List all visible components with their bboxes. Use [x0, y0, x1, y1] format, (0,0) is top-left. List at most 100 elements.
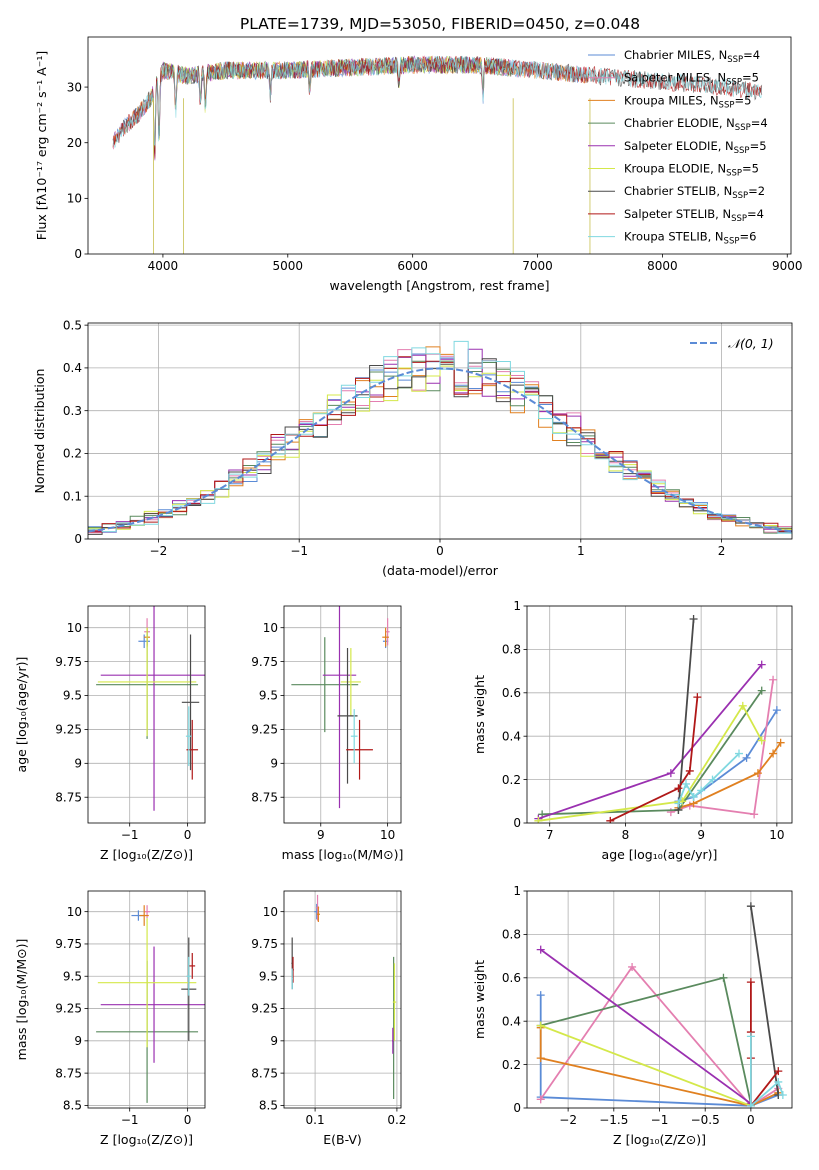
- legend-entry: Chabrier ELODIE, NSSP=4: [624, 116, 768, 133]
- weight-point-marker: [536, 1021, 545, 1030]
- weight-point-marker: [746, 902, 755, 911]
- y-axis-label: Normed distribution: [32, 369, 47, 494]
- y-tick-label: 8.75: [251, 790, 278, 804]
- y-tick-label: 9: [74, 757, 82, 771]
- weight-point-marker: [757, 660, 766, 669]
- plot-area: [284, 606, 401, 823]
- x-axis-label: E(B-V): [323, 1132, 362, 1147]
- weight-point-marker: [735, 749, 743, 758]
- weight-series-line: [539, 965, 779, 1107]
- legend-subscript: SSP: [734, 146, 750, 156]
- weight-point-marker: [693, 693, 702, 702]
- y-tick-label: 9.75: [55, 937, 82, 951]
- x-axis-label: Z [log₁₀(Z/Z⊙)]: [100, 1132, 193, 1147]
- legend-tail: =5: [734, 93, 751, 107]
- y-axis-label: mass weight: [472, 675, 487, 754]
- weight-point-marker: [666, 769, 675, 778]
- data-layer: [112, 55, 763, 254]
- x-tick-label: 1: [577, 544, 585, 558]
- legend-label: Chabrier STELIB, N: [624, 184, 732, 198]
- weight-point-marker: [708, 775, 717, 784]
- weight-point-marker: [746, 1032, 755, 1041]
- weight-point-marker: [774, 1067, 783, 1076]
- x-tick-label: −2: [150, 544, 168, 558]
- y-tick-label: 30: [67, 80, 82, 94]
- y-tick-label: 8.5: [63, 1099, 82, 1113]
- y-tick-label: 0.1: [63, 489, 82, 503]
- legend-tail: =2: [748, 184, 765, 198]
- weight-point-marker: [674, 799, 683, 808]
- weight-point-marker: [757, 686, 766, 695]
- y-tick-label: 8.75: [251, 1066, 278, 1080]
- weight-series-line: [539, 1027, 779, 1107]
- weight-point-marker: [536, 991, 545, 1000]
- legend-tail: =4: [751, 116, 768, 130]
- data-layer: [291, 606, 390, 809]
- x-axis-label: Z [log₁₀(Z/Z⊙)]: [613, 1132, 706, 1147]
- weight-point-marker: [697, 786, 706, 795]
- x-tick-label: −1: [121, 828, 139, 842]
- legend-label: Chabrier ELODIE, N: [624, 116, 735, 130]
- legend-label: Salpeter ELODIE, N: [624, 139, 734, 153]
- weight-point-marker: [769, 749, 778, 758]
- plot-area: [88, 37, 791, 254]
- x-tick-label: 7000: [522, 259, 553, 273]
- weight-point-marker: [769, 675, 778, 684]
- x-tick-label: 0: [184, 828, 192, 842]
- figure-title: PLATE=1739, MJD=53050, FIBERID=0450, z=0…: [240, 15, 640, 33]
- plot-area: [527, 606, 792, 823]
- legend-tail: =4: [743, 48, 760, 62]
- x-tick-label: 9: [317, 828, 325, 842]
- legend-subscript: SSP: [726, 78, 742, 88]
- legend-subscript: SSP: [735, 123, 751, 133]
- y-tick-label: 0: [513, 816, 521, 830]
- y-tick-label: 0.2: [502, 1058, 521, 1072]
- x-tick-label: −1: [121, 1113, 139, 1127]
- y-tick-label: 10: [67, 905, 82, 919]
- legend-entry: Kroupa ELODIE, NSSP=5: [624, 162, 759, 179]
- y-tick-label: 9.25: [55, 1002, 82, 1016]
- weight-point-marker: [750, 810, 759, 819]
- x-tick-label: 9000: [772, 259, 803, 273]
- weight-point-marker: [606, 816, 615, 823]
- y-tick-label: 1: [513, 599, 521, 613]
- axes-frame: [87, 605, 206, 824]
- x-tick-label: 0.1: [306, 1113, 325, 1127]
- panel-age_vs_mass: 9 10 8.75 9 9.25 9.5 9.75 10 mass [log₁₀(M/M⊙)]: [251, 605, 403, 862]
- plot-area: [284, 891, 401, 1108]
- x-tick-label: 5000: [273, 259, 304, 273]
- y-tick-label: 9.75: [251, 937, 278, 951]
- x-tick-label: −2: [559, 1113, 577, 1127]
- weight-series-line: [538, 704, 763, 822]
- y-axis-label: mass weight: [472, 960, 487, 1039]
- legend-label: Salpeter MILES, N: [624, 71, 726, 85]
- y-tick-label: 9.25: [251, 1002, 278, 1016]
- y-tick-label: 9.25: [251, 723, 278, 737]
- legend-subscript: SSP: [724, 237, 740, 247]
- axes-frame: [526, 605, 793, 824]
- y-tick-label: 9.5: [63, 689, 82, 703]
- legend-entry: Kroupa STELIB, NSSP=6: [624, 230, 756, 247]
- y-axis-label: mass [log₁₀(M/M⊙)]: [14, 939, 29, 1061]
- y-tick-label: 0.6: [502, 686, 521, 700]
- x-tick-label: 8000: [647, 259, 678, 273]
- panel-residuals: 𝒩(0, 1) −2 −1 0 1 2 0 0.1 0.2 0.3 0.4 0.5 (data-mode…: [32, 318, 793, 578]
- legend-subscript: SSP: [731, 214, 747, 224]
- y-axis-label: age [log₁₀(age/yr)]: [14, 657, 29, 773]
- y-tick-label: 9.5: [259, 969, 278, 983]
- legend-entry: Salpeter STELIB, NSSP=4: [624, 207, 764, 224]
- x-tick-label: 7: [546, 828, 554, 842]
- x-tick-label: 0.2: [387, 1113, 406, 1127]
- axes-layer: −1 0 8.75 9 9.25 9.5 9.75 10 Z [log₁₀(Z/Z⊙)] age …: [14, 605, 206, 862]
- panel-age_vs_Z: −1 0 8.75 9 9.25 9.5 9.75 10 Z [log₁₀(Z/Z⊙)] age …: [14, 605, 206, 862]
- legend-entry: Chabrier MILES, NSSP=4: [624, 48, 760, 65]
- data-layer: [536, 902, 787, 1108]
- weight-series-line: [750, 1036, 784, 1108]
- weight-point-marker: [776, 738, 785, 747]
- y-tick-label: 8.75: [55, 790, 82, 804]
- weight-point-marker: [628, 962, 637, 971]
- weight-series-line: [540, 948, 752, 1105]
- y-tick-label: 0: [74, 532, 82, 546]
- x-tick-label: 2: [718, 544, 726, 558]
